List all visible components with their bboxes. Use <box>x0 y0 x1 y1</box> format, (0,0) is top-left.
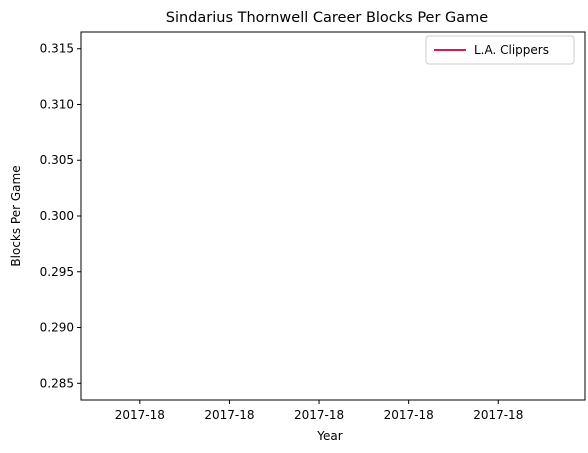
legend: L.A. Clippers <box>425 35 575 65</box>
y-tick-label: 0.310 <box>40 97 74 111</box>
x-axis-ticks: 2017-18 2017-18 2017-18 2017-18 2017-18 <box>115 400 523 422</box>
x-tick-label: 2017-18 <box>384 408 434 422</box>
legend-label-la-clippers: L.A. Clippers <box>474 43 549 57</box>
x-tick-label: 2017-18 <box>204 408 254 422</box>
y-axis-ticks: 0.285 0.290 0.295 0.300 0.305 0.310 0.315 <box>40 42 81 390</box>
y-tick-label: 0.295 <box>40 265 74 279</box>
y-axis-label: Blocks Per Game <box>9 165 23 266</box>
plot-frame <box>80 31 586 401</box>
y-tick-label: 0.315 <box>40 42 74 56</box>
y-tick-label: 0.300 <box>40 209 74 223</box>
x-tick-label: 2017-18 <box>473 408 523 422</box>
y-tick-label: 0.285 <box>40 376 74 390</box>
chart-title: Sindarius Thornwell Career Blocks Per Ga… <box>166 10 489 26</box>
x-tick-label: 2017-18 <box>294 408 344 422</box>
legend-box <box>425 35 575 65</box>
y-tick-label: 0.290 <box>40 321 74 335</box>
x-axis-label: Year <box>316 429 342 443</box>
x-tick-label: 2017-18 <box>115 408 165 422</box>
y-tick-label: 0.305 <box>40 153 74 167</box>
